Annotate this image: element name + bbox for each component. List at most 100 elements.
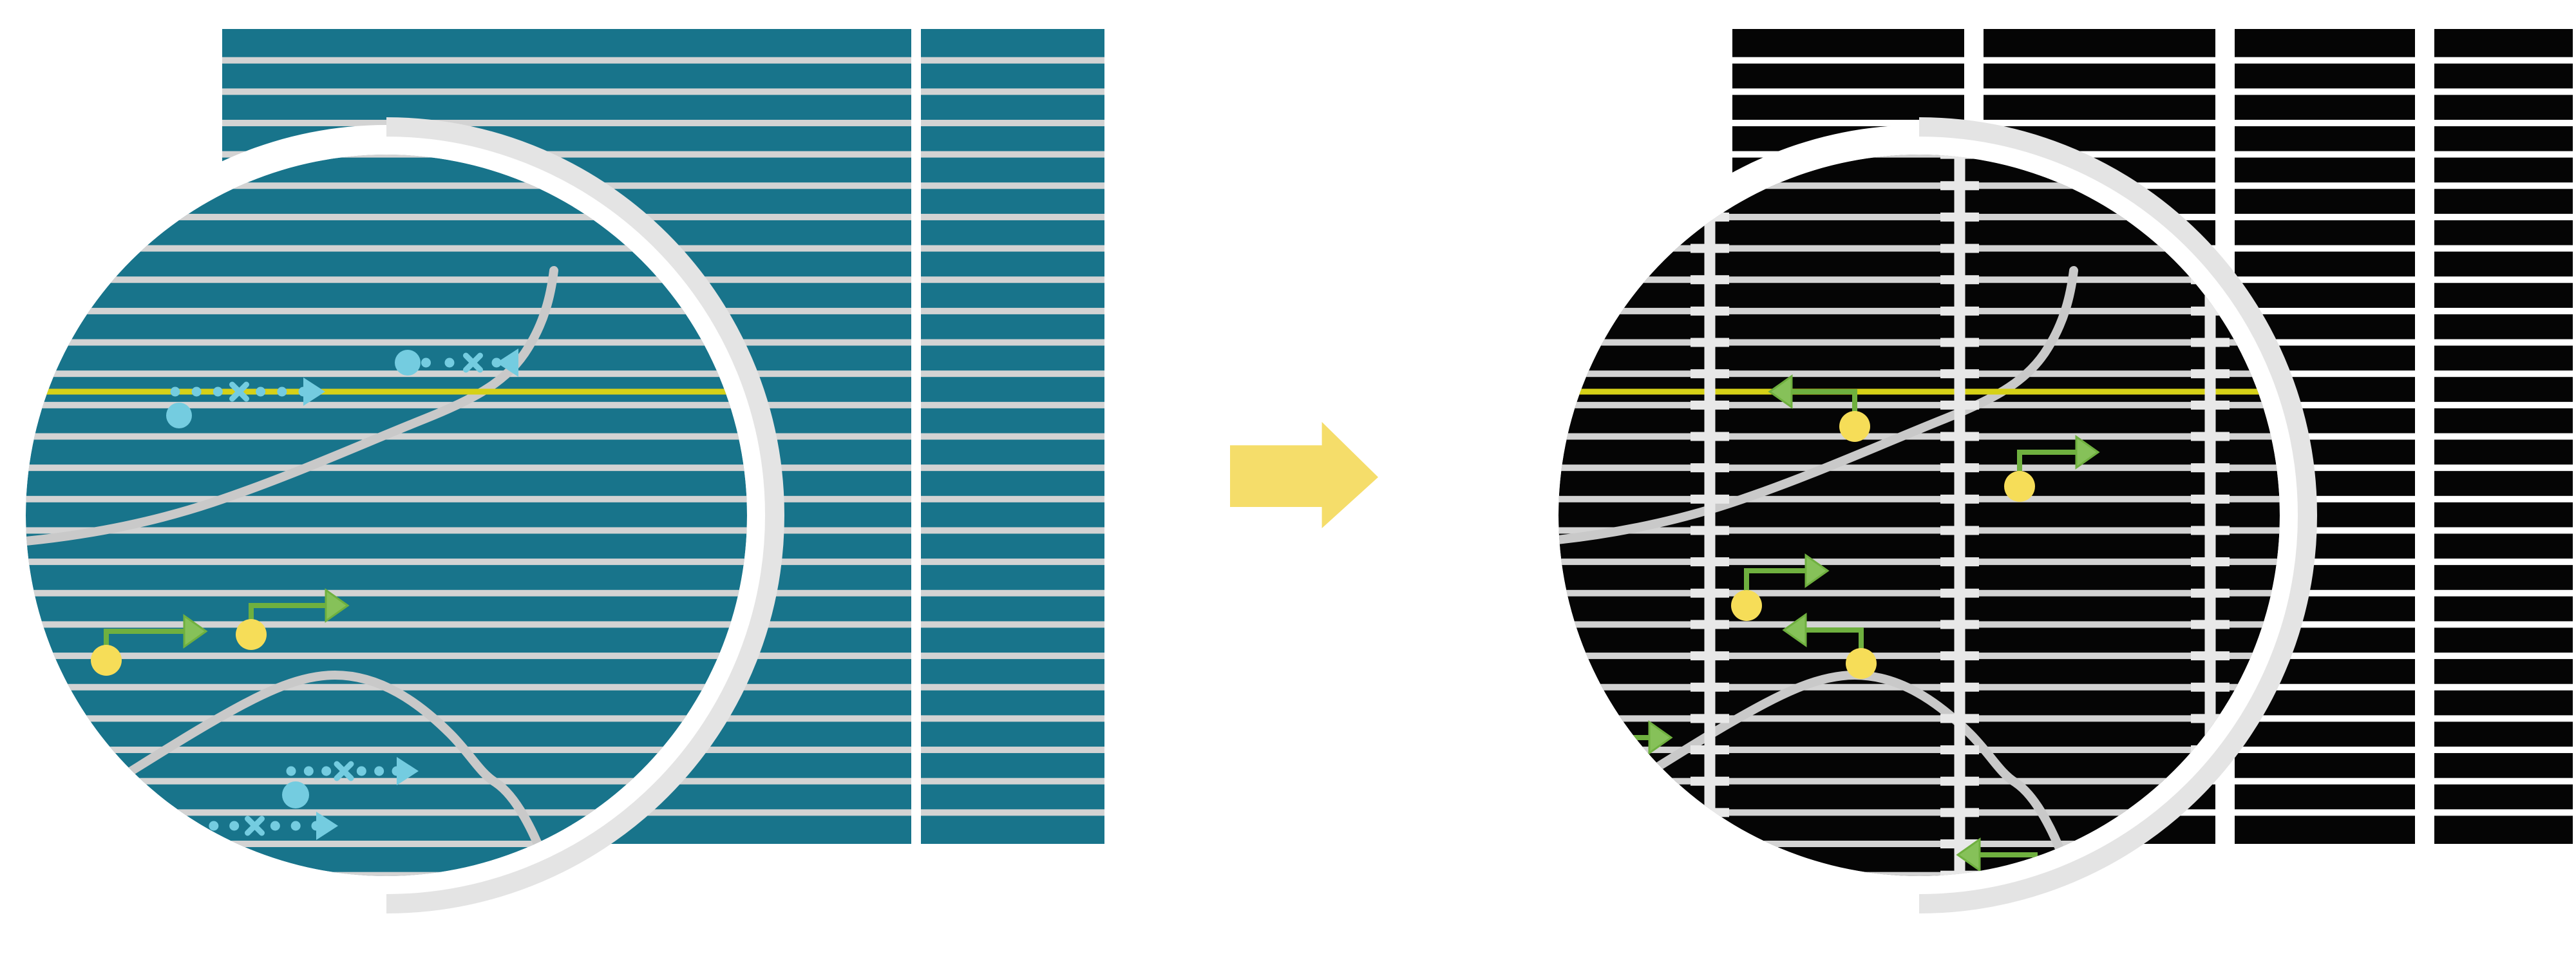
right-lens-hline — [1558, 307, 2280, 314]
right-highlight-line — [1558, 388, 2280, 395]
grid-stripe — [2235, 683, 2415, 691]
grid-stripe — [2235, 119, 2415, 126]
right-lens-grid-node — [1690, 338, 1729, 347]
grid-stripe — [222, 57, 911, 64]
grid-stripe — [1984, 88, 2215, 95]
grid-stripe — [2235, 495, 2415, 502]
grid-stripe — [2235, 559, 2415, 566]
grid-stripe — [2235, 464, 2415, 472]
cyan-dot-marker — [356, 766, 366, 776]
cyan-cross-marker — [463, 352, 483, 373]
grid-stripe — [2235, 653, 2415, 660]
right-lens-grid-node — [1690, 494, 1729, 504]
cyan-track — [282, 757, 419, 808]
right-lens-hline — [1558, 747, 2280, 754]
right-lens-grid-node — [1940, 338, 1979, 347]
left-lens-fill — [26, 155, 747, 876]
right-lens-grid-node — [1940, 494, 1979, 504]
right-lens-grid-node — [1940, 181, 1979, 191]
grid-stripe — [2235, 213, 2415, 220]
left-lens-stripe — [26, 841, 747, 847]
grid-stripe — [921, 683, 1104, 691]
grid-stripe — [921, 213, 1104, 220]
grid-stripe — [2434, 57, 2573, 64]
cyan-dot-marker — [286, 766, 296, 776]
grid-stripe — [921, 370, 1104, 377]
right-lens-grid-node — [1940, 620, 1979, 629]
grid-stripe — [2434, 653, 2573, 660]
grid-stripe — [2434, 182, 2573, 189]
right-lens-grid-node — [1690, 400, 1729, 410]
right-lens-grid-node — [1940, 212, 1979, 222]
right-lens-grid-node — [1690, 651, 1729, 661]
left-lens-stripe — [26, 245, 747, 252]
right-lens-grid-node — [1690, 620, 1729, 629]
left-lens-stripe — [26, 621, 747, 628]
right-lens-hline — [1558, 841, 2280, 847]
grid-stripe — [2434, 495, 2573, 502]
right-lens-grid-node — [2191, 463, 2230, 473]
right-lens-grid-node — [1690, 275, 1729, 285]
right-lens-grid-node — [2191, 620, 2230, 629]
cyan-arrowhead — [303, 377, 325, 406]
left-lens-stripe — [26, 339, 747, 346]
grid-stripe — [2434, 245, 2573, 252]
cyan-track — [166, 377, 325, 428]
cyan-cross-marker — [245, 816, 265, 836]
left-raster-block — [921, 29, 1104, 844]
left-lens-stripe — [26, 182, 747, 189]
right-lens-grid-node — [1940, 463, 1979, 473]
grid-stripe — [921, 57, 1104, 64]
grid-stripe — [2235, 276, 2415, 283]
right-lens-grid-node — [1690, 244, 1729, 253]
right-lens-grid-node — [2191, 494, 2230, 504]
right-lens-grid-node — [1940, 432, 1979, 441]
cyan-dot-marker — [290, 821, 301, 831]
right-lens-hline — [1558, 213, 2280, 220]
grid-stripe — [2434, 464, 2573, 472]
vector-origin-dot — [91, 645, 122, 676]
right-lens-grid-node — [1940, 870, 1979, 876]
grid-stripe — [921, 778, 1104, 785]
right-lens-hline — [1558, 527, 2280, 534]
grid-stripe — [921, 559, 1104, 566]
grid-stripe — [921, 307, 1104, 314]
cyan-dot-marker — [321, 766, 332, 776]
grid-stripe — [1732, 119, 1964, 126]
left-lens-stripe — [26, 307, 747, 314]
left-lens-stripe — [26, 370, 747, 377]
grid-stripe — [2235, 88, 2415, 95]
vector-arrowhead — [1648, 720, 1673, 755]
right-lens-grid-node — [1940, 557, 1979, 567]
coastline-path — [26, 266, 558, 546]
grid-stripe — [2434, 88, 2573, 95]
right-lens-hline — [1558, 401, 2280, 408]
right-lens-grid-node — [1690, 557, 1729, 567]
grid-stripe — [1984, 119, 2215, 126]
grid-stripe — [2434, 339, 2573, 346]
vector-arrowhead — [1956, 837, 1981, 872]
left-lens-stripe — [26, 589, 747, 597]
right-lens-vline — [2204, 155, 2216, 876]
grid-stripe — [2235, 621, 2415, 628]
vector-origin-dot — [1731, 590, 1762, 621]
right-lens-grid-node — [1940, 808, 1979, 817]
right-lens-hline — [1558, 872, 2280, 876]
grid-stripe — [2434, 307, 2573, 314]
grid-stripe — [2434, 559, 2573, 566]
cyan-arrowhead — [397, 757, 419, 785]
right-lens-hline — [1558, 245, 2280, 252]
right-lens-hline — [1558, 495, 2280, 502]
cyan-observation-blob — [166, 403, 192, 428]
left-lens-stripe — [26, 809, 747, 816]
right-lens-grid-node — [1940, 526, 1979, 535]
grid-stripe — [2235, 151, 2415, 158]
vector-arrowhead — [1804, 553, 1830, 588]
right-lens-grid-node — [2191, 870, 2230, 876]
right-lens-hline — [1558, 715, 2280, 722]
left-lens-stripe — [26, 872, 747, 876]
right-raster-block — [2434, 29, 2573, 844]
right-lens-grid-node — [2191, 526, 2230, 535]
left-lens-stripe — [26, 653, 747, 660]
grid-stripe — [2235, 370, 2415, 377]
